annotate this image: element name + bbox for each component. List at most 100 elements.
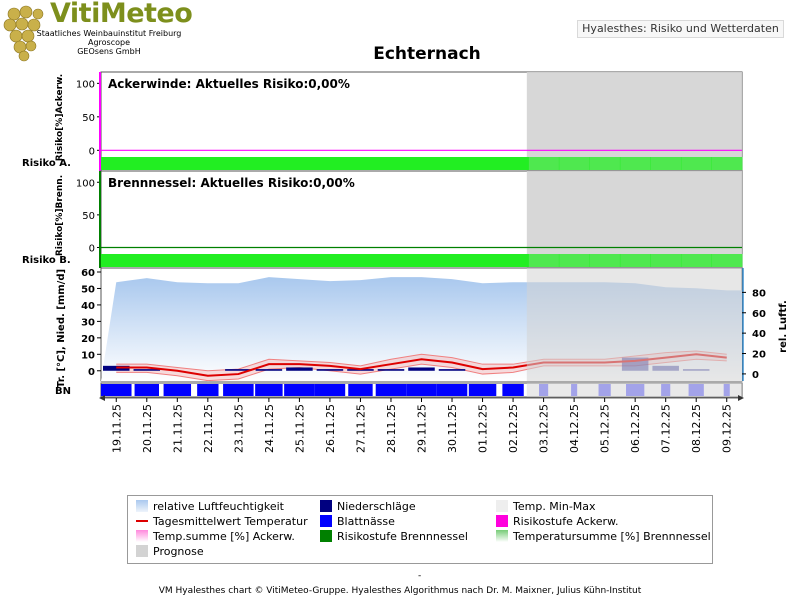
brand-line-institute: Staatliches Weinbauinstitut Freiburg bbox=[36, 29, 182, 38]
risk-panel-ackerwinde: 0 50 100 Ackerwinde: Aktuelles Risiko:0,00%… bbox=[22, 71, 743, 172]
date-label: 01.12.25 bbox=[477, 404, 490, 453]
risk-cell bbox=[589, 157, 621, 170]
left-tick-label: 0 bbox=[88, 367, 95, 378]
risk-cell bbox=[192, 254, 224, 267]
chart-title: Echternach bbox=[373, 44, 481, 64]
date-axis: 19.11.25 20.11.25 21.11.25 22.11.25 23.11.25… bbox=[110, 398, 734, 453]
bn-row-label: BN bbox=[55, 386, 71, 397]
risk-cell bbox=[131, 157, 163, 170]
right-tick-label: 0 bbox=[752, 370, 759, 381]
forecast-shade bbox=[526, 268, 742, 381]
leaf-wetness-cell bbox=[468, 384, 497, 396]
leaf-wetness-cell bbox=[101, 384, 132, 396]
risk-cell bbox=[467, 254, 499, 267]
date-label: 05.12.25 bbox=[599, 404, 612, 453]
precip-bar bbox=[225, 369, 252, 371]
legend-item: relative Luftfeuchtigkeit bbox=[136, 500, 284, 515]
brand-name: VitiMeteo bbox=[50, 0, 193, 29]
left-tick-label: 50 bbox=[81, 284, 95, 295]
row-label: Risiko A. bbox=[22, 158, 71, 169]
legend-item: Niederschläge bbox=[320, 500, 416, 515]
risk-cell bbox=[223, 254, 255, 267]
risk-cell bbox=[101, 254, 133, 267]
left-tick-label: 60 bbox=[81, 268, 95, 279]
legend-label: Risikostufe Ackerw. bbox=[513, 515, 619, 528]
brand-line-agroscope: Agroscope bbox=[87, 38, 131, 47]
risk-cell bbox=[284, 157, 316, 170]
legend-item: Blattnässe bbox=[320, 515, 395, 530]
risk-cell bbox=[711, 254, 743, 267]
weather-y-label-left: Tr. [°C], Nied. [mm/d] bbox=[56, 269, 67, 388]
risk-cell bbox=[162, 157, 194, 170]
forecast-shade bbox=[526, 72, 742, 171]
risk-cell bbox=[345, 254, 377, 267]
y-axis-label: Risiko[%]Brenn. bbox=[55, 175, 65, 256]
legend-label: Temp. Min-Max bbox=[513, 500, 596, 513]
brand-line-geosens: GEOsens GmbH bbox=[77, 47, 141, 56]
risk-cell bbox=[131, 254, 163, 267]
footer-dash: - bbox=[418, 571, 422, 581]
date-label: 28.11.25 bbox=[385, 404, 398, 453]
brand-logo: VitiMeteo Staatliches Weinbauinstitut Fr… bbox=[0, 0, 193, 62]
legend-label: Risikostufe Brennnessel bbox=[337, 530, 468, 543]
risk-cell bbox=[101, 157, 133, 170]
y-tick-label: 100 bbox=[76, 178, 95, 189]
leaf-wetness-cell bbox=[134, 384, 159, 396]
date-label: 22.11.25 bbox=[202, 404, 215, 453]
risk-cell bbox=[528, 157, 560, 170]
y-axis-label: Risiko[%]Ackerw. bbox=[55, 74, 65, 161]
legend-item: Risikostufe Ackerw. bbox=[496, 515, 618, 530]
legend-swatch bbox=[320, 515, 332, 527]
risk-cell bbox=[680, 157, 712, 170]
left-tick-label: 30 bbox=[81, 317, 95, 328]
y-tick-label: 50 bbox=[82, 211, 95, 222]
legend-item: Tagesmittelwert Temperatur bbox=[136, 515, 308, 530]
legend-swatch bbox=[496, 515, 508, 527]
date-label: 25.11.25 bbox=[293, 404, 306, 453]
date-label: 02.12.25 bbox=[507, 404, 520, 453]
date-label: 27.11.25 bbox=[354, 404, 367, 453]
row-label: Risiko B. bbox=[22, 255, 71, 266]
legend-label: Tagesmittelwert Temperatur bbox=[153, 515, 308, 528]
leaf-wetness-cell bbox=[284, 384, 315, 396]
precip-bar bbox=[286, 367, 313, 371]
right-tick-label: 80 bbox=[752, 288, 766, 299]
precip-bar bbox=[316, 369, 344, 371]
grape-cluster-icon bbox=[3, 5, 44, 62]
risk-cell bbox=[375, 157, 407, 170]
risk-cell bbox=[528, 254, 560, 267]
left-tick-label: 10 bbox=[81, 350, 95, 361]
y-tick-label: 100 bbox=[76, 79, 95, 90]
date-label: 08.12.25 bbox=[690, 404, 703, 453]
date-label: 03.12.25 bbox=[538, 404, 551, 453]
legend-item: Temp. Min-Max bbox=[496, 500, 596, 515]
risk-cell bbox=[162, 254, 194, 267]
leaf-wetness-cell bbox=[255, 384, 283, 396]
scroll-right-icon bbox=[738, 395, 744, 401]
precip-bar bbox=[255, 369, 283, 371]
risk-cell bbox=[467, 157, 499, 170]
footer-credit: VM Hyalesthes chart © VitiMeteo-Gruppe. … bbox=[158, 586, 642, 596]
legend-swatch bbox=[136, 530, 148, 542]
risk-cell bbox=[711, 157, 743, 170]
risk-cell bbox=[345, 157, 377, 170]
precip-bar bbox=[438, 369, 466, 371]
risk-cell bbox=[558, 254, 590, 267]
risk-cell bbox=[314, 254, 346, 267]
legend-label: Blattnässe bbox=[337, 515, 395, 528]
risk-cell bbox=[650, 157, 682, 170]
risk-cell bbox=[406, 254, 438, 267]
leaf-wetness-cell bbox=[375, 384, 407, 396]
date-label: 30.11.25 bbox=[446, 404, 459, 453]
leaf-wetness-cell bbox=[197, 384, 219, 396]
risk-cell bbox=[223, 157, 255, 170]
chart-legend: relative Luftfeuchtigkeit Niederschläge Te… bbox=[127, 495, 713, 564]
risk-cell bbox=[619, 254, 651, 267]
date-label: 23.11.25 bbox=[232, 404, 245, 453]
risk-panel-brennnessel: 0 50 100 Brennnessel: Aktuelles Risiko:0,00… bbox=[22, 170, 743, 269]
date-label: 24.11.25 bbox=[263, 404, 276, 453]
date-label: 07.12.25 bbox=[660, 404, 673, 453]
risk-cell bbox=[650, 254, 682, 267]
precip-bar bbox=[377, 369, 405, 371]
